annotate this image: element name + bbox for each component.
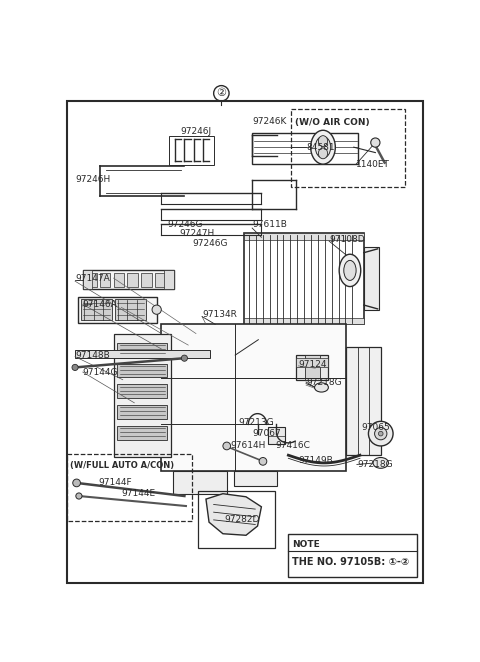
Bar [291,109,405,187]
Bar [141,273,152,287]
Ellipse shape [318,148,328,159]
Text: 97134R: 97134R [202,310,237,319]
Text: 97246J: 97246J [180,127,212,136]
Text: 97282D: 97282D [225,516,260,524]
Ellipse shape [318,136,328,146]
Polygon shape [206,494,262,536]
Text: 97144F: 97144F [98,478,132,487]
Text: 97416C: 97416C [275,442,310,450]
Text: (W/O AIR CON): (W/O AIR CON) [295,118,369,127]
Circle shape [223,442,230,449]
Ellipse shape [339,254,361,287]
Bar [83,270,92,289]
Circle shape [73,479,81,487]
Text: 97108D: 97108D [329,235,365,244]
Text: 97213G: 97213G [238,418,274,426]
Text: 97218G: 97218G [306,377,342,387]
Circle shape [76,493,82,499]
Text: (W/FULL AUTO A/CON): (W/FULL AUTO A/CON) [71,461,175,471]
Bar [173,471,227,494]
Bar [267,428,285,444]
Text: 97067: 97067 [252,429,281,438]
Bar [364,248,379,310]
Text: 97246G: 97246G [168,220,203,228]
Text: 97246G: 97246G [192,239,228,248]
Bar [369,429,381,438]
Text: 97065: 97065 [361,423,390,432]
Text: THE NO. 97105B: ①-②: THE NO. 97105B: ①-② [292,557,409,567]
Bar [304,355,320,380]
Bar [244,234,364,240]
Bar [115,299,146,320]
Bar [244,318,364,324]
Circle shape [152,305,161,314]
Bar [114,334,171,457]
Bar [118,405,168,419]
Text: 97611B: 97611B [252,220,287,228]
Bar [83,270,174,289]
Bar [67,453,192,522]
Bar [346,348,381,455]
Text: 97144G: 97144G [83,367,118,377]
Bar [288,534,417,577]
Bar [252,133,359,164]
Circle shape [371,138,380,147]
Text: 97218G: 97218G [357,460,393,469]
Bar [118,343,168,357]
Text: 1140ET: 1140ET [356,160,390,169]
Text: 97144E: 97144E [121,489,156,498]
Text: 97246H: 97246H [75,175,110,184]
Text: 97147A: 97147A [75,273,110,283]
Circle shape [259,457,267,465]
Bar [296,355,328,380]
Text: NOTE: NOTE [292,540,320,549]
Text: 97247H: 97247H [180,229,215,238]
Ellipse shape [315,136,331,158]
Ellipse shape [344,260,356,281]
Text: 84581: 84581 [306,143,335,152]
Ellipse shape [373,457,388,468]
Bar [75,350,210,358]
Bar [296,358,328,367]
Text: 97614H: 97614H [230,442,266,450]
Text: 97148B: 97148B [75,351,110,359]
Bar [127,273,138,287]
Bar [100,273,110,287]
Bar [161,324,346,471]
Circle shape [374,428,387,440]
Bar [114,273,124,287]
Bar [198,491,275,548]
Circle shape [72,364,78,371]
Bar [81,299,112,320]
Bar [244,234,364,324]
Text: 97149B: 97149B [299,456,333,465]
Circle shape [369,421,393,446]
Bar [164,270,174,289]
Bar [78,297,156,323]
Bar [155,273,166,287]
Text: 97124: 97124 [299,360,327,369]
Bar [86,273,96,287]
Ellipse shape [314,383,328,392]
Bar [169,136,214,165]
Circle shape [181,355,188,361]
Bar [118,385,168,399]
Ellipse shape [311,130,336,164]
Bar [118,426,168,440]
Text: 97246K: 97246K [252,117,287,126]
Bar [118,363,168,377]
Text: 97146A: 97146A [83,300,118,308]
Text: ②: ② [216,88,227,98]
Bar [234,471,277,486]
Circle shape [378,432,383,436]
